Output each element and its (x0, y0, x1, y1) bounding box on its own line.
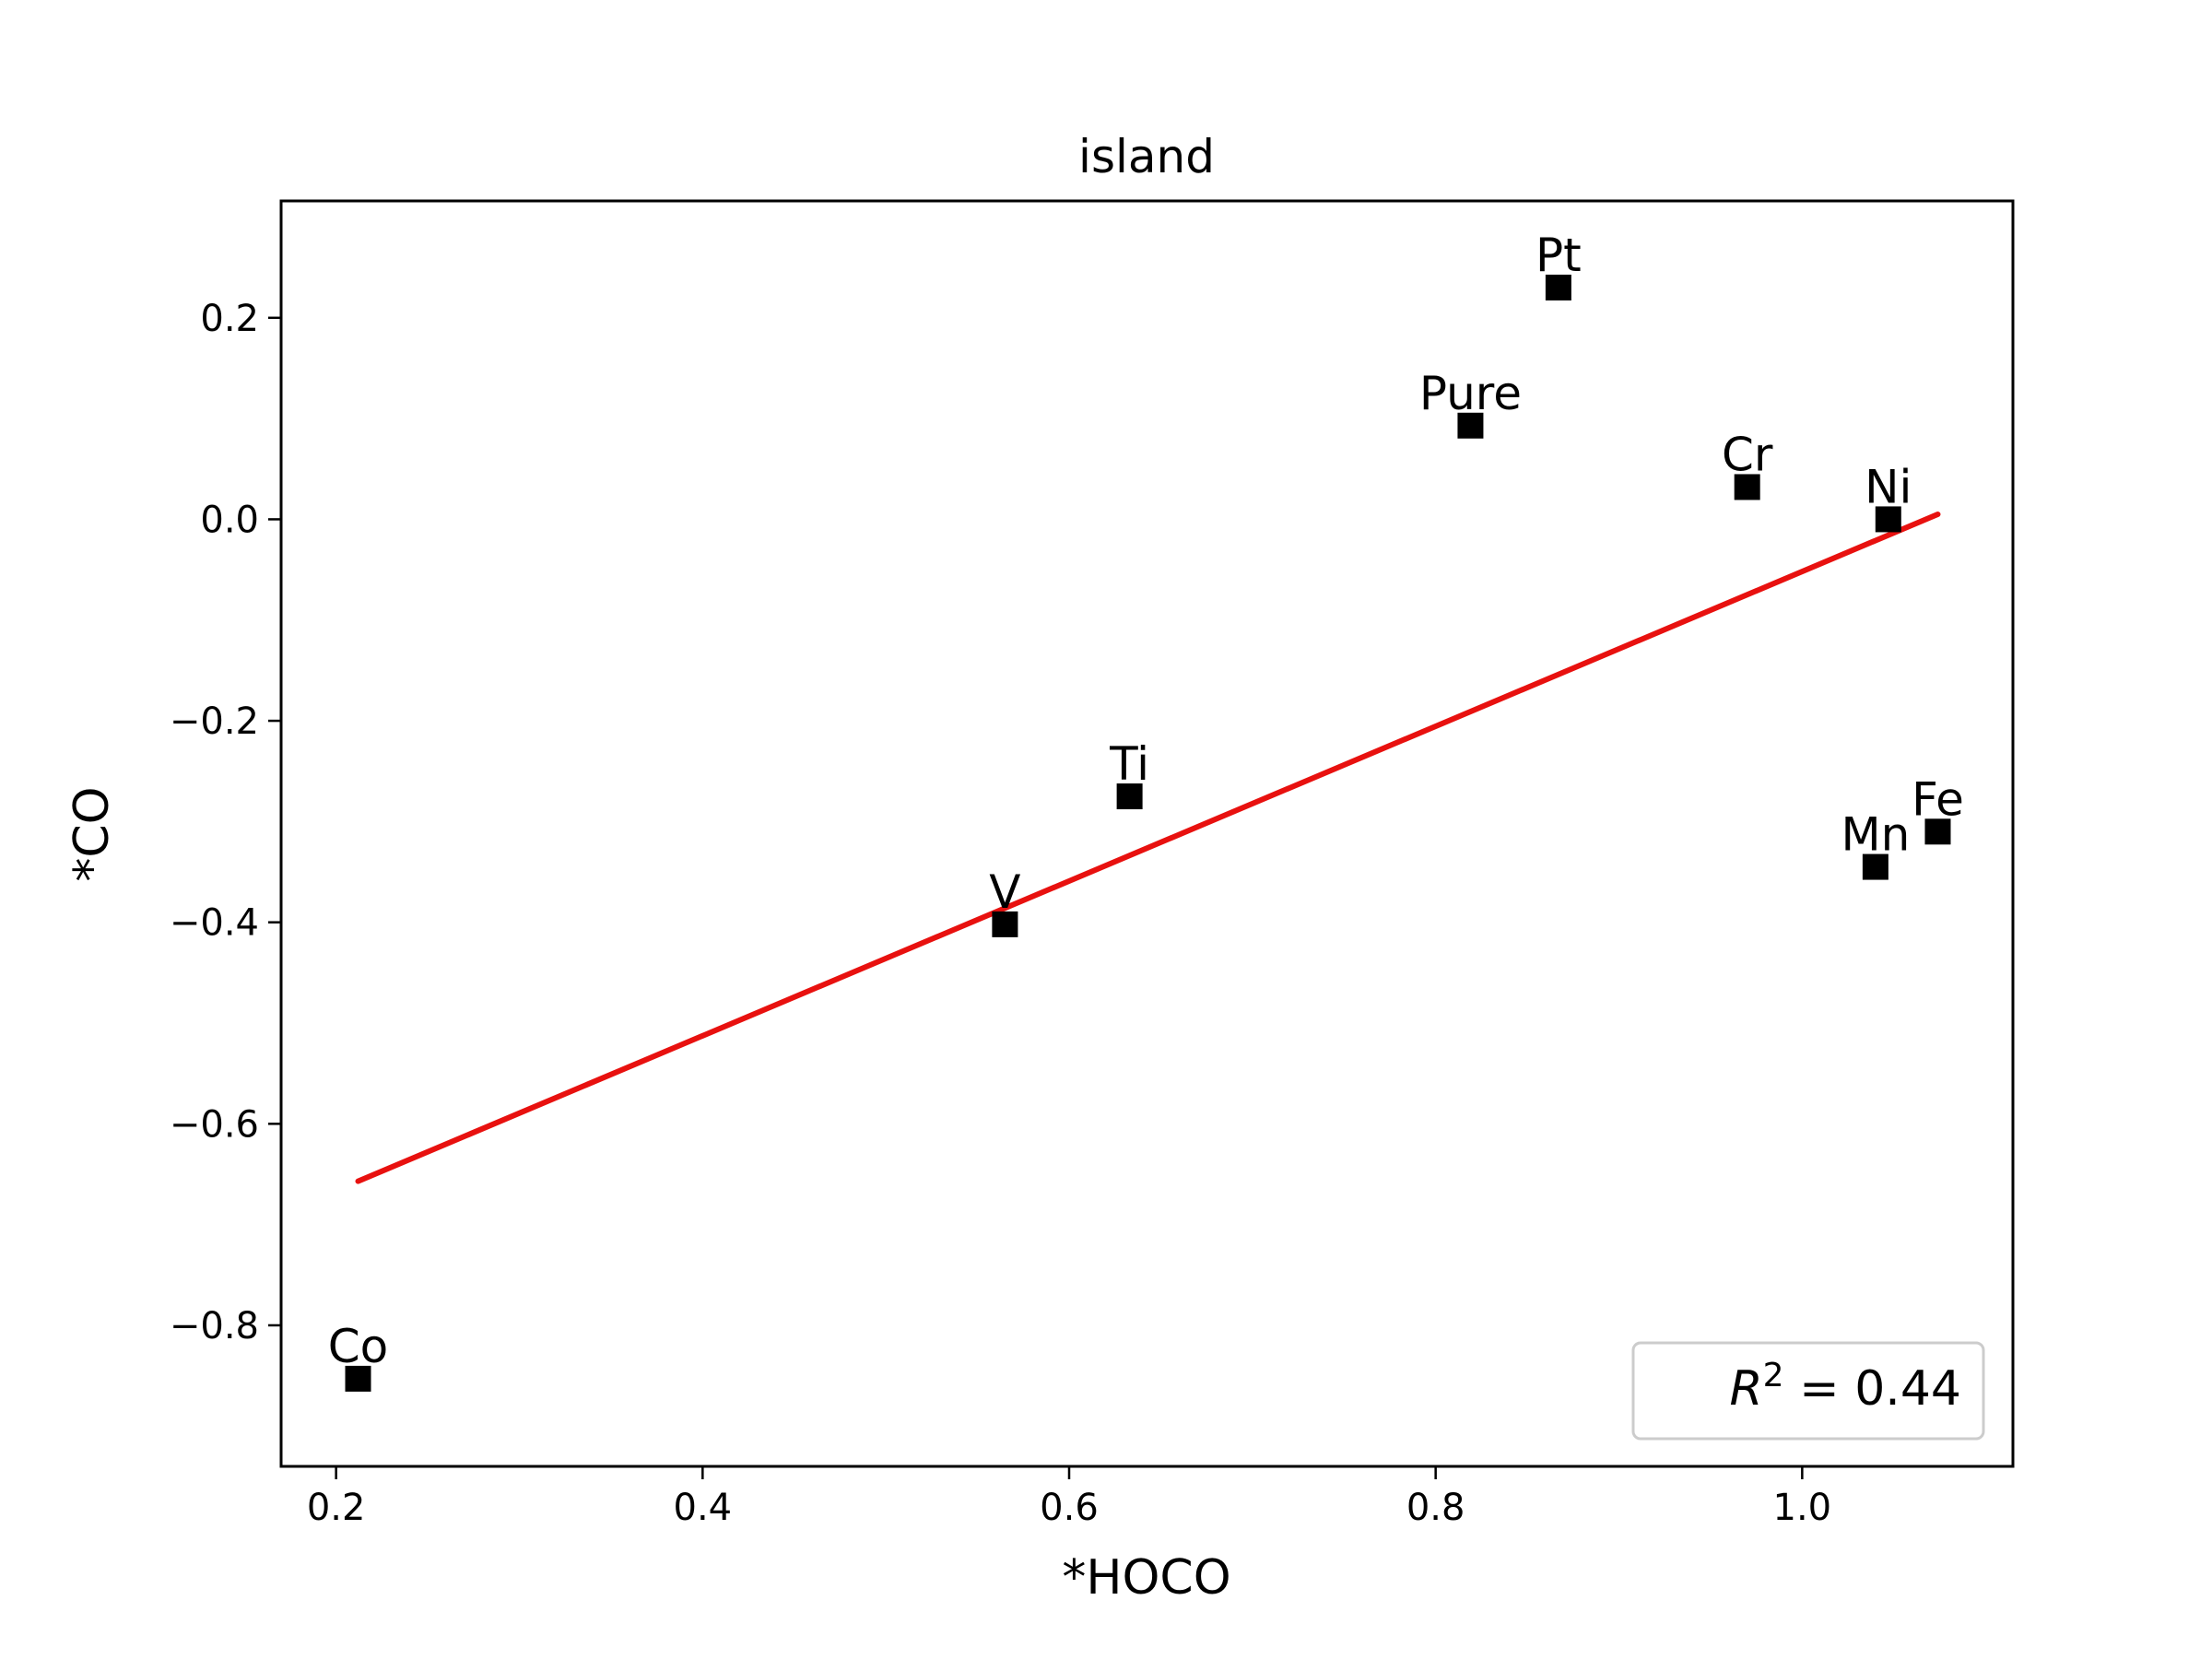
x-tick-label: 0.4 (674, 1487, 733, 1529)
point-label-cr: Cr (1722, 428, 1773, 481)
point-label-co: Co (328, 1320, 389, 1373)
x-tick-label: 0.2 (307, 1487, 366, 1529)
data-point-v (992, 911, 1018, 937)
y-tick-label: −0.2 (170, 700, 259, 743)
point-label-ni: Ni (1865, 460, 1912, 513)
point-label-v: V (989, 865, 1020, 919)
x-tick-label: 1.0 (1773, 1487, 1832, 1529)
y-tick-label: −0.4 (170, 902, 259, 945)
point-label-fe: Fe (1912, 772, 1964, 826)
point-label-ti: Ti (1109, 737, 1149, 791)
data-point-fe (1924, 818, 1951, 845)
data-point-cr (1734, 474, 1760, 500)
point-label-pure: Pure (1419, 367, 1522, 420)
legend: R2 = 0.44 (1631, 1341, 1985, 1441)
plot-frame (279, 199, 2015, 1468)
x-tick-label: 0.6 (1040, 1487, 1099, 1529)
y-axis-label: *CO (65, 786, 120, 881)
data-point-co (345, 1365, 371, 1392)
y-tick-label: 0.2 (200, 298, 259, 340)
y-tick-label: 0.0 (200, 499, 259, 541)
point-label-pt: Pt (1535, 229, 1582, 282)
data-point-ni (1875, 506, 1901, 533)
x-tick-label: 0.8 (1406, 1487, 1465, 1529)
x-axis-label: *HOCO (1062, 1550, 1230, 1606)
legend-r-squared: R2 = 0.44 (1730, 1357, 1961, 1417)
y-tick-label: −0.6 (170, 1103, 259, 1146)
x-axis: 0.2 0.4 0.6 0.8 1.0 (307, 1466, 1831, 1529)
data-point-mn (1862, 853, 1888, 880)
legend-box (1631, 1341, 1985, 1441)
data-point-pt (1545, 275, 1571, 301)
data-point-ti (1116, 783, 1143, 810)
point-label-mn: Mn (1841, 808, 1910, 862)
y-axis: −0.8 −0.6 −0.4 −0.2 0.0 0.2 (170, 298, 281, 1347)
data-point-pure (1457, 412, 1484, 439)
fit-line (355, 511, 1941, 1184)
chart-title: island (1078, 130, 1215, 183)
y-tick-label: −0.8 (170, 1305, 259, 1347)
